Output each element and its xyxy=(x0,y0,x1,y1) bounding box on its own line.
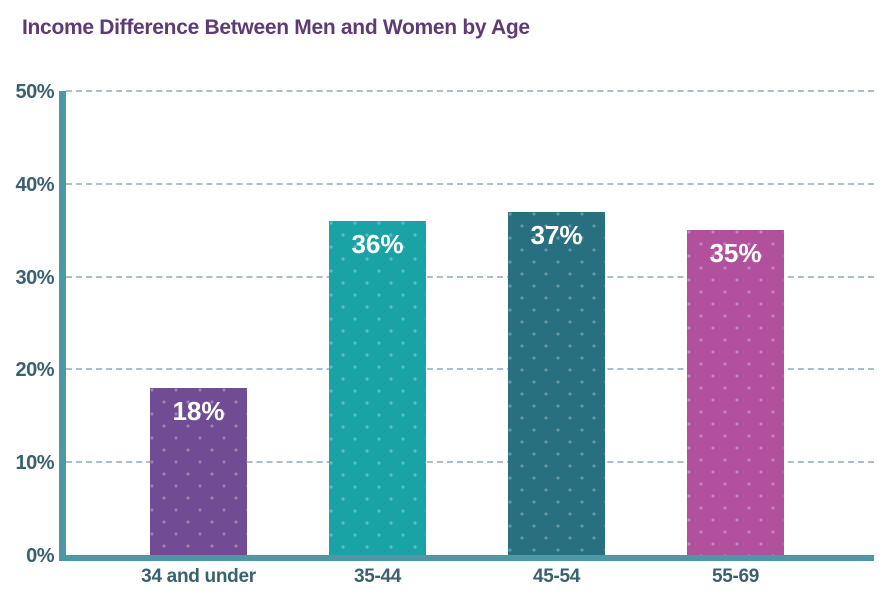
bar-value-label: 37% xyxy=(530,219,583,250)
x-category-label: 35-44 xyxy=(353,566,402,587)
gridline xyxy=(66,368,874,371)
gridline xyxy=(66,90,874,92)
gridline xyxy=(66,275,874,278)
y-tick-label: 30% xyxy=(15,266,54,289)
bar-value-label: 18% xyxy=(172,395,225,426)
bar: 35% xyxy=(687,230,784,555)
bar: 18% xyxy=(150,387,247,555)
y-tick-label: 10% xyxy=(15,452,54,475)
x-category-label: 45-54 xyxy=(532,566,581,587)
chart-title: Income Difference Between Men and Women … xyxy=(22,16,530,39)
plot-area: 18% 36% 37% 35% xyxy=(59,90,874,561)
x-category-label: 34 and under xyxy=(141,566,256,587)
y-tick-label: 0% xyxy=(26,545,54,567)
bar-value-label: 35% xyxy=(709,238,762,269)
y-tick-label: 50% xyxy=(15,81,54,103)
x-category-label: 55-69 xyxy=(711,566,760,587)
gridline xyxy=(66,461,874,464)
bar-value-label: 36% xyxy=(351,228,404,259)
bar: 37% xyxy=(508,211,605,555)
y-tick-label: 40% xyxy=(15,173,54,196)
bar: 36% xyxy=(329,220,426,555)
y-tick-label: 20% xyxy=(15,359,54,382)
gridline xyxy=(66,182,874,185)
